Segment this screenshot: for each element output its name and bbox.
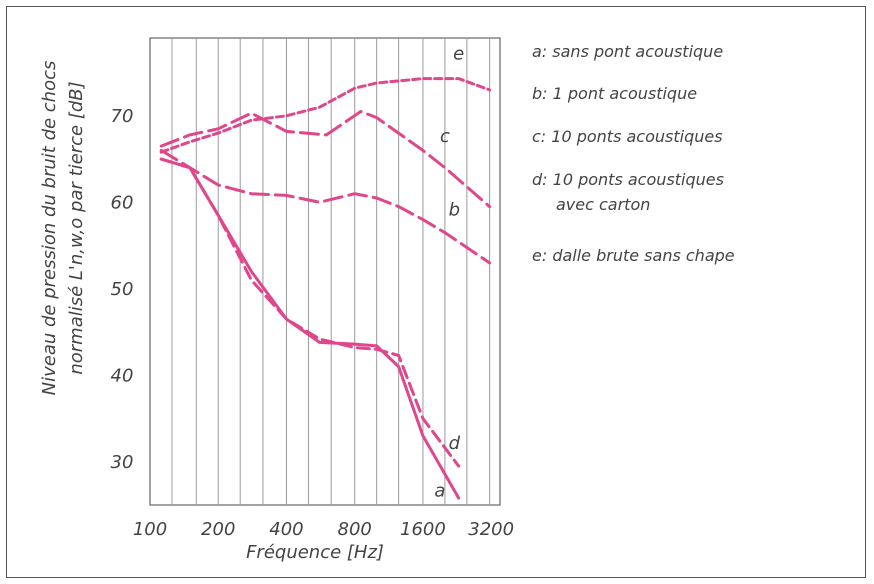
- legend-item-e: e: dalle brute sans chape: [532, 246, 735, 265]
- series-c-line: [159, 110, 492, 209]
- y-tick-label: 70: [111, 106, 134, 127]
- series-d-line: [159, 157, 461, 468]
- y-tick-label: 30: [111, 452, 134, 473]
- series-group: [159, 77, 492, 500]
- y-tick-label: 60: [111, 192, 134, 213]
- legend-item-b: b: 1 pont acoustique: [532, 84, 697, 103]
- x-tick-label: 800: [338, 519, 372, 540]
- y-tick-label: 50: [111, 279, 134, 300]
- curve-label-d: d: [449, 433, 461, 454]
- curve-label-b: b: [449, 199, 460, 220]
- legend-item-d-line2: avec carton: [556, 195, 650, 214]
- curve-labels: a b c d e: [434, 44, 464, 502]
- legend-item-a: a: sans pont acoustique: [532, 42, 723, 61]
- x-axis-title: Fréquence [Hz]: [246, 542, 384, 563]
- x-tick-label: 200: [201, 519, 235, 540]
- x-tick-label: 100: [133, 519, 167, 540]
- curve-label-a: a: [434, 480, 445, 501]
- series-e-line: [159, 77, 492, 154]
- x-tick-label: 3200: [468, 519, 514, 540]
- legend-item-d: d: 10 ponts acoustiques: [532, 170, 724, 189]
- x-tick-label: 400: [269, 519, 303, 540]
- series-a-line: [159, 157, 461, 500]
- x-tick-label: 1600: [400, 519, 446, 540]
- plot-area: [149, 37, 501, 506]
- figure-frame: [6, 6, 866, 578]
- grid: [171, 38, 491, 505]
- curve-label-e: e: [453, 44, 464, 65]
- y-tick-labels: 30 40 50 60 70: [111, 106, 134, 473]
- curve-label-c: c: [440, 126, 450, 147]
- x-tick-labels: 100 200 400 800 1600 3200: [133, 519, 514, 540]
- legend-item-c: c: 10 ponts acoustiques: [532, 127, 723, 146]
- y-axis-title-line1: Niveau de pression du bruit de chocs: [39, 61, 60, 396]
- y-tick-label: 40: [111, 365, 134, 386]
- y-axis-title-line2: normalisé L'n,w,o par tierce [dB]: [66, 81, 87, 374]
- series-b-line: [159, 148, 492, 265]
